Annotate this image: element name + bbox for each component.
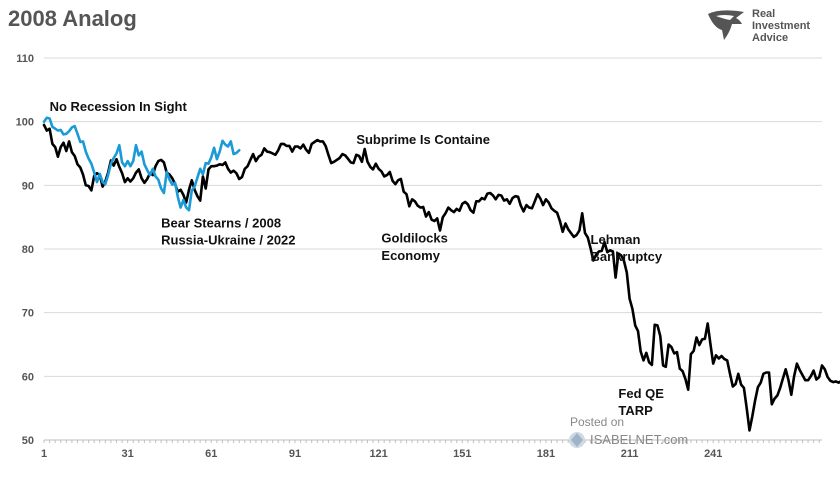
y-axis: 50 60 70 80 90 100 110 <box>16 53 34 447</box>
brand-logo: Real Investment Advice <box>706 6 826 44</box>
x-tick-label: 241 <box>704 448 722 460</box>
chart-title: 2008 Analog <box>8 6 137 31</box>
x-tick-label: 91 <box>289 448 301 460</box>
annotation-label: Russia-Ukraine / 2022 <box>161 233 295 248</box>
annotation-label: Bankruptcy <box>591 249 663 264</box>
eagle-icon <box>708 10 744 40</box>
watermark-site: ISABELNET.com <box>590 432 688 447</box>
y-tick-label: 80 <box>22 244 34 256</box>
x-tick-label: 61 <box>205 448 217 460</box>
y-tick-label: 90 <box>22 180 34 192</box>
y-tick-label: 110 <box>16 53 34 65</box>
watermark-posted: Posted on <box>570 415 624 429</box>
x-tick-label: 181 <box>537 448 555 460</box>
annotation-label: TARP <box>618 403 653 418</box>
annotation-label: Lehman <box>591 232 641 247</box>
x-tick-label: 31 <box>122 448 134 460</box>
annotation-label: Goldilocks <box>381 231 447 246</box>
x-tick-label: 151 <box>453 448 471 460</box>
series-line-2008 <box>42 123 840 432</box>
y-tick-label: 50 <box>22 435 34 447</box>
y-tick-label: 70 <box>22 308 34 320</box>
annotation-label: Subprime Is Containe <box>356 132 490 147</box>
y-tick-label: 60 <box>22 371 34 383</box>
y-tick-label: 100 <box>16 117 34 129</box>
watermark: Posted on ISABELNET.com <box>569 415 688 448</box>
annotations: No Recession In Sight Subprime Is Contain… <box>50 99 665 418</box>
x-tick-label: 121 <box>369 448 387 460</box>
brand-name: Real Investment Advice <box>752 8 811 44</box>
annotation-label: Fed QE <box>618 386 664 401</box>
series-group <box>42 116 840 432</box>
x-axis: 1 31 61 91 121 151 181 211 241 <box>41 439 822 460</box>
annotation-label: Economy <box>381 248 440 263</box>
annotation-label: Bear Stearns / 2008 <box>161 215 281 230</box>
series-line-2022 <box>42 116 241 212</box>
x-tick-label: 1 <box>41 448 47 460</box>
x-tick-label: 211 <box>621 448 639 460</box>
isabelnet-logo-icon <box>569 432 585 448</box>
annotation-label: No Recession In Sight <box>50 99 188 114</box>
